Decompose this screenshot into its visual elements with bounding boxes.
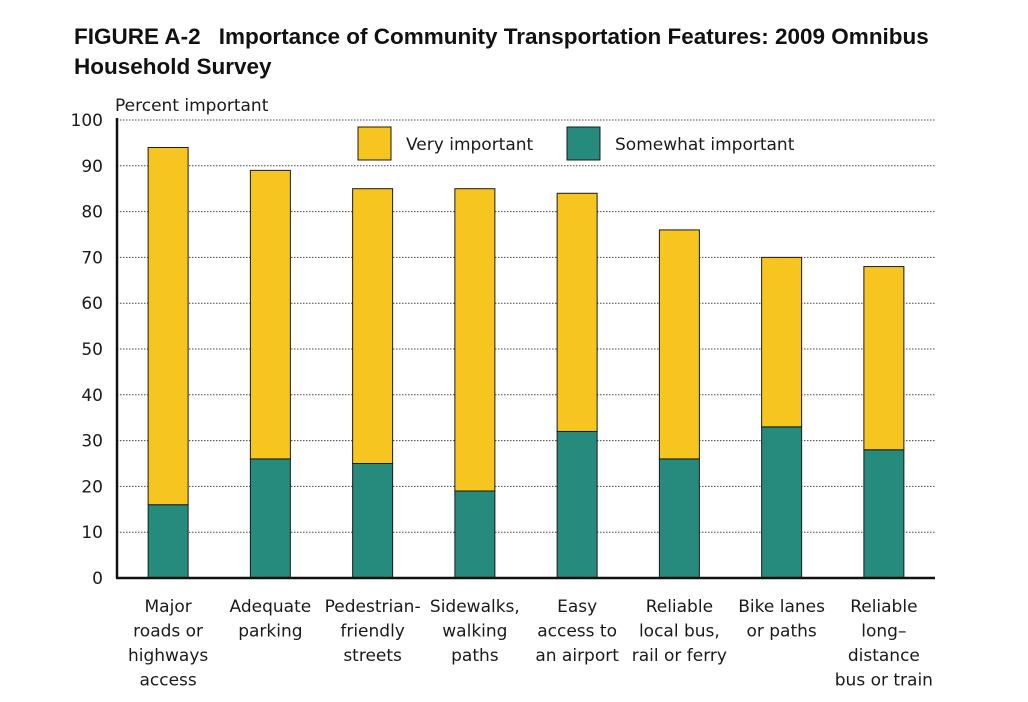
bar-segment	[147, 504, 189, 579]
bar-segment	[658, 458, 700, 579]
y-tick-label: 90	[81, 157, 103, 177]
bar-segment	[863, 449, 905, 579]
category-label-line: rail or ferry	[632, 646, 727, 666]
category-label-line: walking	[442, 622, 507, 642]
category-label-line: Reliable	[850, 597, 917, 617]
legend-label: Very important	[406, 135, 534, 155]
y-tick-label: 100	[71, 111, 103, 131]
category-label: Pedestrian-friendly streets	[325, 597, 421, 666]
figure-label: FIGURE A-2	[74, 24, 201, 49]
category-label-line: long–	[861, 622, 906, 642]
figure-title-text: Importance of Community Transportation F…	[74, 24, 929, 79]
bar-segment	[147, 146, 189, 506]
bar-segment	[454, 490, 496, 579]
legend-swatch	[357, 126, 392, 161]
axes	[115, 118, 935, 580]
category-label-line: distance	[848, 646, 920, 666]
category-label-line: friendly	[340, 622, 405, 642]
bar-segment	[556, 430, 598, 579]
figure-title: FIGURE A-2 Importance of Community Transp…	[74, 22, 994, 82]
category-label: Bike lanes or paths	[738, 597, 825, 642]
y-tick-label: 80	[81, 203, 103, 223]
category-label-line: streets	[343, 646, 402, 666]
category-label: Adequate parking	[230, 597, 312, 642]
category-label-line: highways	[128, 646, 208, 666]
y-tick-label: 30	[81, 432, 103, 452]
category-label-line: access	[139, 671, 196, 691]
bar-segment	[352, 463, 394, 579]
category-label-line: Major	[145, 597, 192, 617]
y-tick-label: 20	[81, 477, 103, 497]
category-label-line: bus or train	[835, 671, 933, 691]
category-label: Reliable long– distance bus or train	[835, 597, 933, 691]
category-label-line: Adequate	[230, 597, 312, 617]
legend-swatch	[566, 126, 601, 161]
category-label: Major roads or highways access	[128, 597, 208, 691]
category-label-line: Easy	[557, 597, 597, 617]
category-label-line: Pedestrian-	[325, 597, 421, 617]
category-label-line: Sidewalks,	[430, 597, 520, 617]
category-label: Reliable local bus, rail or ferry	[632, 597, 727, 666]
category-labels: Major roads or highways access Adequate parki…	[128, 597, 933, 691]
category-label-line: Bike lanes	[738, 597, 825, 617]
y-axis-label: Percent important	[115, 96, 269, 116]
y-tick-label: 40	[81, 386, 103, 406]
category-label-line: local bus,	[639, 622, 720, 642]
category-label-line: roads or	[133, 622, 203, 642]
bar-segment	[454, 188, 496, 492]
y-tick-label: 0	[92, 569, 103, 589]
category-label-line: an airport	[535, 646, 619, 666]
bar-segment	[863, 266, 905, 451]
gridlines	[117, 119, 935, 533]
category-label-line: access to	[537, 622, 617, 642]
bar-segment	[658, 229, 700, 460]
legend-label: Somewhat important	[615, 135, 795, 155]
bar-segment	[761, 426, 803, 579]
bar-segment	[761, 256, 803, 428]
category-label-line: paths	[451, 646, 499, 666]
category-label-line: or paths	[746, 622, 816, 642]
bar-segment	[249, 169, 291, 460]
category-label: Sidewalks, walking paths	[430, 597, 520, 666]
category-label: Easy access to an airport	[535, 597, 619, 666]
legend: Very important Somewhat important	[357, 126, 795, 161]
y-tick-label: 10	[81, 523, 103, 543]
bar-segment	[352, 188, 394, 464]
category-label-line: Reliable	[646, 597, 713, 617]
bars	[147, 146, 905, 579]
bar-segment	[556, 192, 598, 432]
y-tick-label: 60	[81, 294, 103, 314]
y-tick-label: 50	[81, 340, 103, 360]
category-label-line: parking	[238, 622, 302, 642]
y-tick-label: 70	[81, 248, 103, 268]
bar-segment	[249, 458, 291, 579]
y-tick-labels: 0 10 20 30 40 50 60 70 80 90 100	[71, 111, 103, 589]
